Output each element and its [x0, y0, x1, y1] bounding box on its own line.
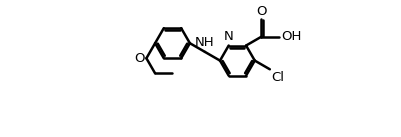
Text: NH: NH	[195, 36, 215, 49]
Text: N: N	[224, 30, 233, 43]
Text: O: O	[134, 52, 144, 65]
Text: OH: OH	[281, 30, 302, 43]
Text: O: O	[256, 5, 266, 18]
Text: Cl: Cl	[271, 71, 284, 84]
